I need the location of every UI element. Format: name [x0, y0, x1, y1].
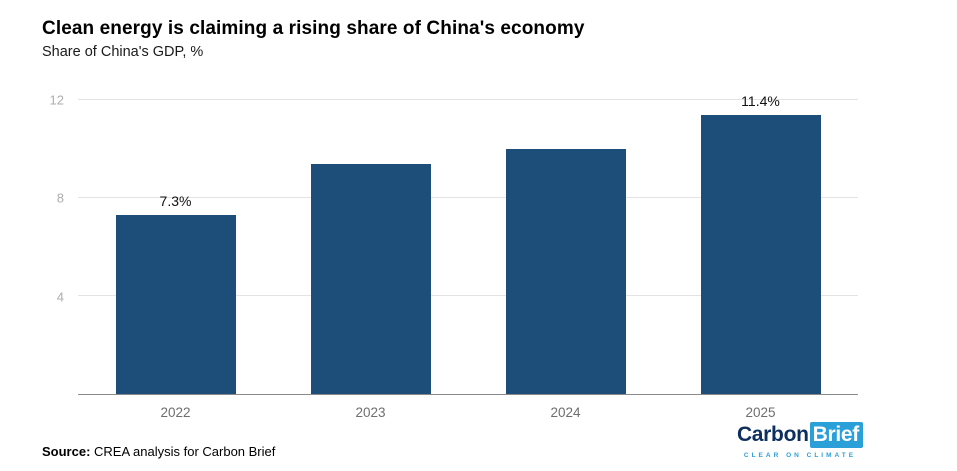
carbonbrief-logo: Carbon Brief CLEAR ON CLIMATE: [737, 422, 863, 459]
bar-slot: 7.3%: [78, 100, 273, 394]
data-label-2022: 7.3%: [159, 193, 192, 210]
x-tick-label-2022: 2022: [160, 405, 191, 420]
gridline: [78, 99, 858, 100]
logo-brief-text: Brief: [809, 422, 863, 448]
y-tick-label: 8: [56, 190, 64, 206]
y-axis-ticks: 4 8 12: [42, 93, 70, 395]
source-label: Source:: [42, 444, 91, 459]
gridline: [78, 197, 858, 198]
y-tick-label: 12: [49, 92, 64, 108]
data-label-2025: 11.4%: [741, 92, 780, 109]
x-tick-label-2023: 2023: [355, 405, 386, 420]
x-axis-labels: 2022 2023 2024 2025: [78, 396, 858, 420]
x-tick-label-2024: 2024: [550, 405, 581, 420]
bar-2023: [310, 163, 431, 394]
source-note: Source: CREA analysis for Carbon Brief: [42, 444, 275, 459]
footer: Source: CREA analysis for Carbon Brief C…: [42, 422, 863, 459]
logo-carbon-text: Carbon: [736, 423, 809, 446]
bar-slot: 11.4%: [663, 93, 858, 394]
chart-title: Clean energy is claiming a rising share …: [42, 18, 585, 39]
logo-tagline: CLEAR ON CLIMATE: [743, 452, 857, 459]
chart-subtitle: Share of China's GDP, %: [42, 44, 204, 60]
plot-area: 7.3% 11.4%: [78, 93, 858, 395]
bars-row: 7.3% 11.4%: [78, 93, 858, 394]
bar-2024: [505, 149, 626, 394]
carbonbrief-wordmark: Carbon Brief: [737, 422, 863, 448]
bar-slot: [468, 100, 663, 394]
x-tick-label-2025: 2025: [745, 405, 776, 420]
bar-slot: [273, 100, 468, 394]
bar-2025: 11.4%: [700, 93, 821, 394]
gridline: [78, 295, 858, 296]
bar-2022: 7.3%: [115, 193, 236, 394]
bar-chart: 4 8 12 7.3% 11.4% 2022 2023 2024 2025: [42, 93, 858, 435]
source-text: CREA analysis for Carbon Brief: [90, 444, 276, 459]
y-tick-label: 4: [56, 289, 64, 305]
